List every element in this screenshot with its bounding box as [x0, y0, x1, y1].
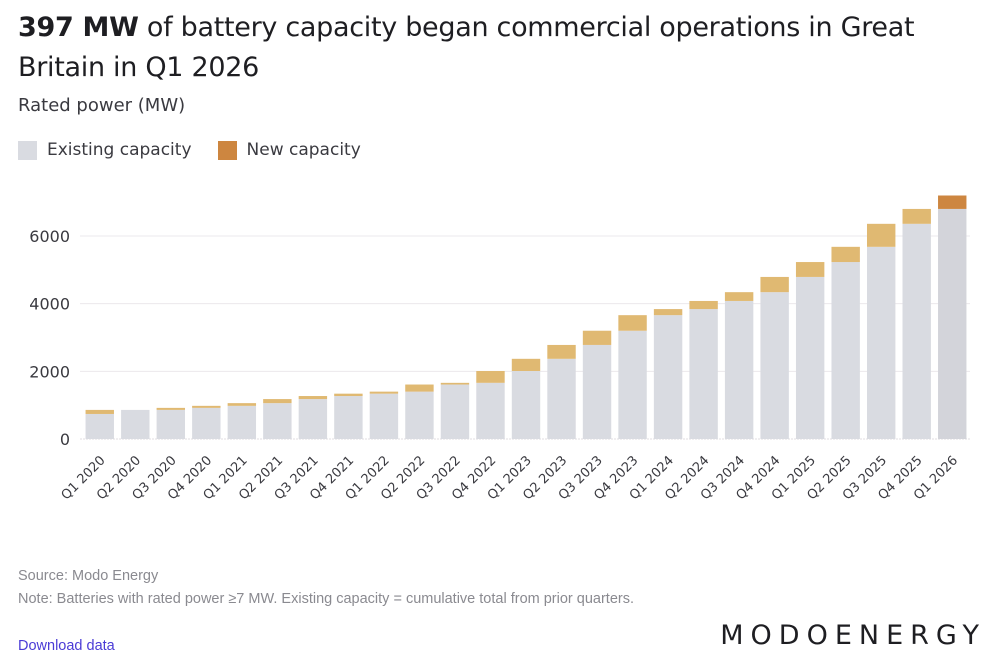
bar-existing [405, 391, 434, 439]
title-text: of battery capacity began commercial ope… [18, 12, 915, 83]
bar-group [511, 358, 541, 439]
y-tick-label: 4000 [29, 295, 70, 314]
bar-group [263, 399, 292, 439]
bar-new [440, 382, 470, 385]
bar-new [298, 396, 328, 400]
bar-existing [369, 393, 399, 439]
bar-group [156, 407, 186, 439]
legend-swatch-existing [18, 140, 37, 160]
bar-group [902, 208, 931, 439]
y-tick-label: 0 [60, 430, 70, 449]
bar-existing [582, 344, 612, 439]
bar-new [653, 309, 683, 316]
bar-existing [263, 403, 292, 439]
bar-existing [760, 292, 789, 439]
bar-new [156, 407, 186, 410]
footer: Source: Modo Energy Note: Batteries with… [18, 565, 658, 610]
bar-new [831, 246, 860, 263]
bar-group [369, 391, 399, 439]
bar-new [866, 223, 896, 247]
legend-label-existing: Existing capacity [47, 140, 192, 160]
bar-existing [298, 399, 328, 439]
bar-existing [121, 409, 150, 439]
bar-existing [938, 208, 967, 439]
source-text: Source: Modo Energy [18, 568, 159, 584]
bars [85, 195, 967, 439]
bar-group [618, 315, 647, 439]
bar-group [582, 330, 612, 439]
bar-existing [831, 262, 860, 439]
bar-new [511, 358, 541, 371]
bar-existing [334, 396, 363, 439]
bar-new [227, 403, 257, 406]
bar-group [724, 292, 754, 439]
bar-group [192, 405, 221, 439]
bar-existing [156, 409, 186, 439]
bar-new [938, 195, 967, 209]
bar-group [938, 195, 967, 439]
bar-group [440, 382, 470, 439]
bar-existing [476, 382, 505, 439]
bar-group [85, 409, 114, 439]
bar-group [405, 384, 434, 439]
bar-new [369, 391, 399, 394]
note-text: Note: Batteries with rated power ≥7 MW. … [18, 591, 634, 607]
bar-group [121, 409, 150, 439]
bar-group [760, 276, 789, 439]
legend-swatch-new [217, 140, 237, 160]
bar-new [263, 399, 292, 404]
bar-existing [440, 384, 470, 439]
bar-new [192, 405, 221, 408]
chart-title: 397 MW of battery capacity began commerc… [18, 8, 978, 88]
bar-existing [618, 330, 647, 439]
y-axis-ticks: 0 2000 4000 6000 [29, 227, 70, 449]
y-tick-label: 6000 [29, 227, 70, 246]
bar-group [653, 309, 683, 439]
bar-new [689, 300, 718, 310]
legend: Existing capacity New capacity [18, 140, 387, 160]
bar-new [476, 370, 505, 383]
y-tick-label: 2000 [29, 362, 70, 381]
bar-existing [547, 358, 576, 439]
bar-existing [85, 413, 114, 439]
bar-existing [653, 315, 683, 439]
bar-new [405, 384, 434, 392]
bar-existing [511, 370, 541, 439]
bar-group [334, 393, 363, 439]
bar-existing [795, 276, 825, 439]
bar-new [724, 292, 754, 301]
bar-existing [689, 309, 718, 439]
bar-existing [902, 223, 931, 439]
bar-new [618, 315, 647, 331]
title-highlight: 397 MW [18, 12, 139, 43]
modo-energy-logo: MODOENERGY [720, 620, 986, 651]
bar-new [582, 330, 612, 345]
bar-new [795, 262, 825, 277]
bar-group [866, 223, 896, 439]
download-data-link[interactable]: Download data [18, 638, 115, 654]
bar-new [547, 344, 576, 359]
bar-existing [866, 246, 896, 439]
bar-group [689, 300, 718, 439]
bar-new [334, 393, 363, 397]
bar-new [902, 208, 931, 224]
bar-existing [192, 407, 221, 439]
bar-group [227, 403, 257, 439]
bar-new [760, 276, 789, 293]
bar-group [476, 370, 505, 439]
chart-subtitle: Rated power (MW) [18, 95, 186, 116]
bar-group [795, 262, 825, 439]
bar-existing [724, 300, 754, 439]
legend-item-existing[interactable]: Existing capacity [18, 140, 192, 160]
bar-new [85, 409, 114, 414]
bar-group [831, 246, 860, 439]
bar-existing [227, 405, 257, 439]
legend-label-new: New capacity [246, 140, 361, 160]
bar-group [298, 396, 328, 439]
bar-group [547, 344, 576, 439]
legend-item-new[interactable]: New capacity [217, 140, 361, 160]
